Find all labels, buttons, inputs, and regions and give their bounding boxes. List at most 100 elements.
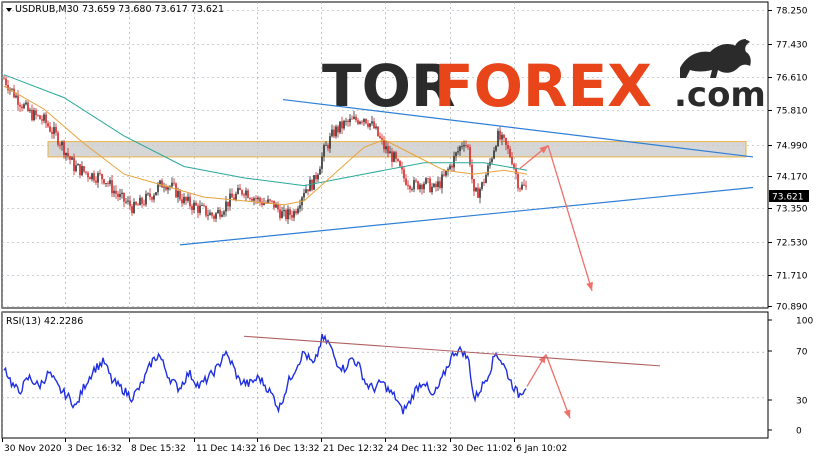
candle-body: [103, 179, 105, 184]
candle-body: [429, 178, 431, 193]
candle-body: [479, 188, 481, 198]
candle-body: [455, 152, 457, 157]
candle-body: [337, 126, 339, 133]
price-tick-label: 70.890: [776, 303, 808, 313]
candle-body: [185, 197, 187, 201]
rsi-tick-label: 100: [796, 317, 813, 327]
candle-body: [135, 201, 137, 205]
candle-body: [285, 209, 287, 220]
candle-body: [241, 190, 243, 195]
candle-body: [21, 106, 23, 109]
candle-body: [439, 181, 441, 188]
candle-body: [19, 104, 21, 107]
candle-body: [213, 215, 215, 219]
candle-body: [189, 196, 191, 207]
candle-body: [73, 157, 75, 172]
candle-body: [437, 181, 439, 187]
candle-body: [281, 211, 283, 219]
candle-body: [171, 182, 173, 187]
symbol-timeframe: USDRUB,M30: [15, 4, 79, 15]
candle-body: [389, 151, 391, 154]
candle-body: [195, 202, 197, 206]
candle-body: [371, 121, 373, 124]
candle-body: [245, 190, 247, 196]
price-tick-label: 77.430: [776, 41, 808, 51]
candle-body: [143, 203, 145, 205]
candle-body: [401, 166, 403, 170]
candle-body: [421, 184, 423, 190]
time-axis: 30 Nov 2020 3 Dec 16:32 8 Dec 15:32 11 Dec …: [2, 438, 567, 454]
bull-icon: [680, 39, 751, 78]
candle-body: [365, 118, 367, 124]
candle-body: [147, 193, 149, 195]
candle-body: [29, 109, 31, 112]
chart-header: USDRUB,M30 73.659 73.680 73.617 73.621: [6, 4, 224, 15]
candle-body: [515, 168, 517, 174]
candles: [3, 75, 527, 225]
rsi-line: [3, 333, 527, 415]
candle-body: [239, 188, 241, 191]
candle-body: [95, 180, 97, 183]
candle-body: [349, 118, 351, 123]
candle-body: [127, 200, 129, 202]
candle-body: [521, 184, 523, 190]
trendlines: [179, 98, 754, 246]
candle-body: [309, 179, 311, 192]
candle-body: [507, 145, 509, 149]
candle-body: [111, 180, 113, 194]
candle-body: [431, 186, 433, 193]
candle-body: [275, 204, 277, 208]
rsi-axis: 100 70 30 0: [768, 317, 813, 437]
candle-body: [97, 173, 99, 183]
candle-body: [179, 191, 181, 200]
candle-body: [237, 188, 239, 194]
candle-body: [411, 189, 413, 190]
candle-body: [447, 169, 449, 171]
candle-body: [347, 120, 349, 123]
price-trendline: [179, 186, 754, 246]
candle-body: [379, 136, 381, 138]
candle-body: [501, 134, 503, 140]
candle-body: [139, 197, 141, 206]
candle-body: [295, 211, 297, 214]
candle-body: [231, 193, 233, 198]
candle-body: [409, 185, 411, 190]
candle-body: [321, 156, 323, 169]
candle-body: [115, 190, 117, 194]
candle-body: [297, 208, 299, 214]
price-tick-label: 74.170: [776, 173, 808, 183]
candle-body: [449, 165, 451, 170]
candle-body: [253, 198, 255, 201]
candle-body: [137, 204, 139, 206]
candle-body: [369, 123, 371, 127]
candle-body: [63, 141, 65, 156]
candle-body: [71, 157, 73, 160]
candle-body: [341, 121, 343, 129]
candle-body: [223, 211, 225, 215]
candle-body: [205, 205, 207, 216]
candle-body: [15, 95, 17, 98]
candle-body: [23, 104, 25, 109]
candle-body: [419, 184, 421, 190]
candle-body: [525, 185, 527, 187]
rsi-tick-label: 70: [796, 348, 808, 358]
candle-body: [469, 147, 471, 165]
time-tick-label: 21 Dec 12:32: [323, 444, 384, 454]
candle-body: [381, 137, 383, 140]
triangle-icon: [6, 8, 12, 12]
candle-body: [367, 123, 369, 127]
candle-body: [503, 134, 505, 138]
candle-body: [131, 206, 133, 214]
candle-body: [257, 197, 259, 200]
candle-body: [53, 127, 55, 134]
candle-body: [417, 181, 419, 190]
candle-body: [207, 215, 209, 216]
candle-body: [435, 183, 437, 187]
candle-body: [487, 165, 489, 175]
candle-body: [317, 174, 319, 180]
candle-body: [89, 177, 91, 180]
time-tick-label: 8 Dec 15:32: [131, 444, 186, 454]
rsi-layer: [3, 333, 661, 415]
candle-body: [299, 205, 301, 209]
candle-body: [43, 114, 45, 121]
